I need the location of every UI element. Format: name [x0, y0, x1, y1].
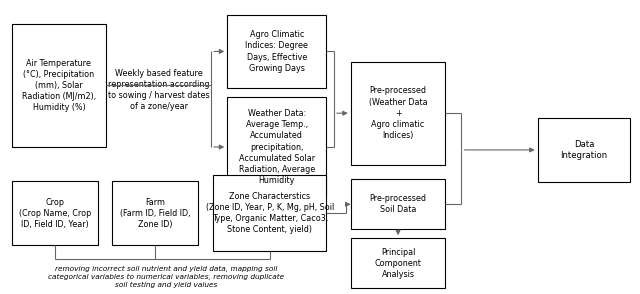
FancyBboxPatch shape [213, 175, 326, 251]
Text: Pre-processed
Soil Data: Pre-processed Soil Data [369, 194, 427, 214]
FancyBboxPatch shape [112, 181, 198, 245]
Text: Data
Integration: Data Integration [561, 140, 607, 160]
Text: Agro Climatic
Indices: Degree
Days, Effective
Growing Days: Agro Climatic Indices: Degree Days, Effe… [245, 30, 308, 73]
FancyBboxPatch shape [351, 238, 445, 288]
FancyBboxPatch shape [227, 97, 326, 197]
Text: Air Temperature
(°C), Precipitation
(mm), Solar
Radiation (MJ/m2),
Humidity (%): Air Temperature (°C), Precipitation (mm)… [22, 59, 96, 112]
Text: Weekly based feature
representation according
to sowing / harvest dates
of a zon: Weekly based feature representation acco… [108, 69, 209, 111]
Text: Principal
Component
Analysis: Principal Component Analysis [374, 248, 422, 279]
Text: Crop
(Crop Name, Crop
ID, Field ID, Year): Crop (Crop Name, Crop ID, Field ID, Year… [19, 198, 91, 229]
Text: Zone Characterstics
(Zone ID, Year, P, K, Mg, pH, Soil
Type, Organic Matter, Cac: Zone Characterstics (Zone ID, Year, P, K… [205, 192, 334, 234]
FancyBboxPatch shape [538, 118, 630, 182]
FancyBboxPatch shape [351, 62, 445, 165]
FancyBboxPatch shape [12, 181, 98, 245]
Text: Weather Data:
Average Temp.,
Accumulated
precipitation,
Accumulated Solar
Radiat: Weather Data: Average Temp., Accumulated… [239, 109, 315, 185]
Text: Farm
(Farm ID, Field ID,
Zone ID): Farm (Farm ID, Field ID, Zone ID) [120, 198, 191, 229]
Text: Pre-processed
(Weather Data
+
Agro climatic
Indices): Pre-processed (Weather Data + Agro clima… [369, 86, 428, 140]
FancyBboxPatch shape [351, 179, 445, 229]
Text: removing incorrect soil nutrient and yield data, mapping soil
categorical variab: removing incorrect soil nutrient and yie… [49, 266, 284, 288]
FancyBboxPatch shape [12, 24, 106, 147]
FancyBboxPatch shape [227, 15, 326, 88]
